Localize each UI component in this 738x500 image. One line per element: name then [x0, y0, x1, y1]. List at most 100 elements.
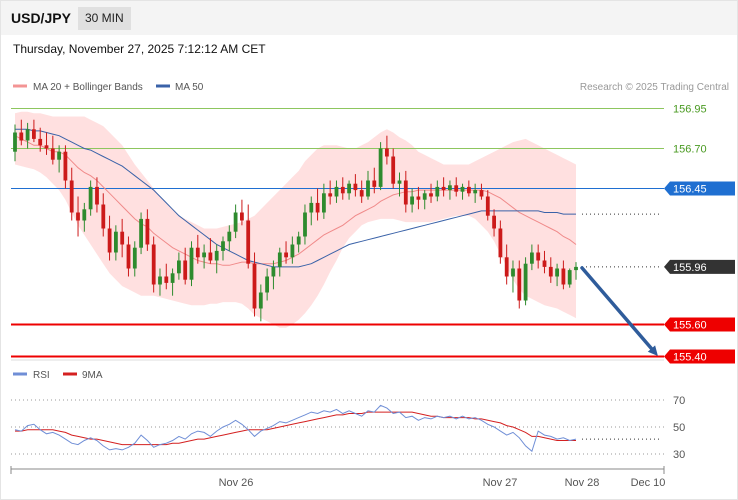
candle: [19, 119, 24, 146]
candle-body: [454, 185, 459, 192]
candle-body: [258, 292, 263, 309]
candle-body: [410, 196, 414, 205]
candle: [523, 257, 528, 306]
candle: [57, 145, 61, 173]
last-price-label: 155.96: [673, 262, 707, 274]
candle-body: [435, 186, 440, 197]
candle-body: [467, 186, 471, 194]
candle-body: [366, 180, 370, 197]
candle-body: [492, 215, 496, 229]
candle: [271, 260, 276, 290]
candle-body: [303, 212, 307, 237]
candle: [101, 193, 106, 237]
candle: [25, 122, 30, 149]
candle-body: [227, 231, 232, 242]
rsi-axis-label: 30: [673, 449, 685, 461]
candle: [63, 145, 68, 189]
candle-body: [397, 180, 402, 184]
candle: [328, 180, 333, 205]
candle: [227, 225, 232, 251]
x-axis-label: Nov 26: [219, 477, 254, 489]
candle: [391, 148, 396, 189]
resistance-label: 156.70: [673, 144, 707, 156]
candle: [233, 204, 238, 239]
candle-body: [63, 151, 68, 181]
candle: [359, 180, 364, 203]
candle: [221, 236, 225, 261]
candle-body: [13, 132, 17, 152]
candle-body: [120, 231, 125, 245]
candle-body: [378, 148, 383, 187]
ma20-legend-label: MA 20 + Bollinger Bands: [33, 82, 143, 93]
candle: [467, 180, 471, 197]
rsi-line: [14, 404, 577, 453]
candle: [296, 231, 301, 253]
candle-body: [448, 185, 452, 191]
candle-body: [208, 252, 213, 261]
candle: [410, 188, 414, 213]
candle: [530, 244, 534, 271]
candle-body: [126, 244, 131, 269]
timeframe-badge[interactable]: 30 MIN: [78, 7, 131, 30]
candle: [353, 174, 358, 197]
candle: [429, 183, 433, 203]
candle: [177, 252, 181, 280]
candle: [151, 236, 156, 293]
candle-body: [158, 276, 162, 285]
candle: [303, 204, 307, 245]
candle-body: [284, 252, 288, 258]
candle-body: [271, 266, 276, 277]
candle-body: [252, 263, 257, 309]
candle: [372, 167, 377, 194]
candle-body: [82, 209, 87, 221]
x-axis-label: Nov 28: [565, 477, 600, 489]
candle: [422, 190, 427, 210]
candle: [214, 244, 219, 274]
candle: [315, 188, 320, 221]
timestamp: Thursday, November 27, 2025 7:12:12 AM C…: [13, 42, 266, 56]
candle: [284, 241, 288, 264]
candle: [120, 218, 125, 258]
candle: [208, 238, 213, 264]
candle: [252, 252, 257, 317]
candle-body: [429, 193, 433, 197]
candle: [50, 135, 55, 165]
rsi-axis-label: 50: [673, 422, 685, 434]
candle: [492, 209, 496, 237]
candle-body: [422, 193, 427, 200]
candle-body: [95, 186, 99, 205]
candle-body: [88, 186, 93, 210]
candle: [139, 212, 143, 255]
candle-body: [536, 252, 541, 261]
bollinger-band: [15, 111, 576, 328]
candle: [240, 199, 244, 226]
candle-body: [498, 228, 503, 258]
candle-body: [202, 252, 206, 258]
candle-body: [290, 244, 295, 258]
candle: [170, 268, 175, 296]
candle: [32, 119, 36, 143]
candle-body: [473, 190, 478, 194]
candle: [183, 247, 188, 285]
candle-body: [164, 276, 169, 283]
research-credit: Research © 2025 Trading Central: [580, 82, 729, 93]
candle: [511, 260, 515, 293]
candle: [536, 244, 541, 269]
rsi-ma-legend-label: 9MA: [82, 370, 103, 381]
candle: [290, 236, 295, 264]
candle: [567, 268, 572, 288]
candle-body: [567, 270, 572, 285]
candle-body: [50, 148, 55, 160]
candle: [473, 183, 478, 203]
support-tag: [664, 317, 735, 332]
candle: [69, 167, 74, 221]
candle-body: [416, 196, 421, 200]
candle: [38, 127, 43, 152]
pivot-tag: [664, 181, 735, 196]
candle: [435, 180, 440, 202]
x-axis-label: Nov 27: [483, 477, 518, 489]
resistance-label: 156.95: [673, 104, 707, 116]
rsi-axis-label: 70: [673, 395, 685, 407]
candle-body: [309, 202, 314, 213]
